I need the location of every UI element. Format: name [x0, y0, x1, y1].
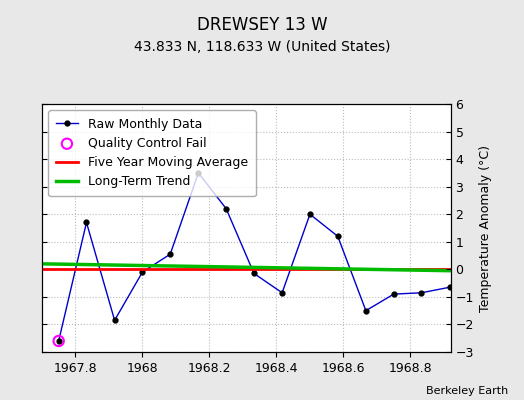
- Text: Berkeley Earth: Berkeley Earth: [426, 386, 508, 396]
- Raw Monthly Data: [363, 308, 369, 313]
- Raw Monthly Data: [446, 285, 453, 290]
- Raw Monthly Data: [251, 271, 257, 276]
- Legend: Raw Monthly Data, Quality Control Fail, Five Year Moving Average, Long-Term Tren: Raw Monthly Data, Quality Control Fail, …: [48, 110, 256, 196]
- Y-axis label: Temperature Anomaly (°C): Temperature Anomaly (°C): [479, 144, 493, 312]
- Raw Monthly Data: [279, 290, 285, 295]
- Raw Monthly Data: [418, 290, 424, 295]
- Quality Control Fail: [54, 338, 63, 344]
- Raw Monthly Data: [83, 220, 90, 225]
- Raw Monthly Data: [223, 206, 230, 211]
- Raw Monthly Data: [390, 292, 397, 296]
- Line: Raw Monthly Data: Raw Monthly Data: [56, 170, 452, 344]
- Raw Monthly Data: [335, 234, 341, 239]
- Raw Monthly Data: [167, 252, 173, 256]
- Text: 43.833 N, 118.633 W (United States): 43.833 N, 118.633 W (United States): [134, 40, 390, 54]
- Raw Monthly Data: [139, 270, 146, 274]
- Raw Monthly Data: [307, 212, 313, 217]
- Text: DREWSEY 13 W: DREWSEY 13 W: [196, 16, 328, 34]
- Raw Monthly Data: [56, 338, 62, 343]
- Raw Monthly Data: [112, 318, 118, 323]
- Raw Monthly Data: [195, 170, 202, 175]
